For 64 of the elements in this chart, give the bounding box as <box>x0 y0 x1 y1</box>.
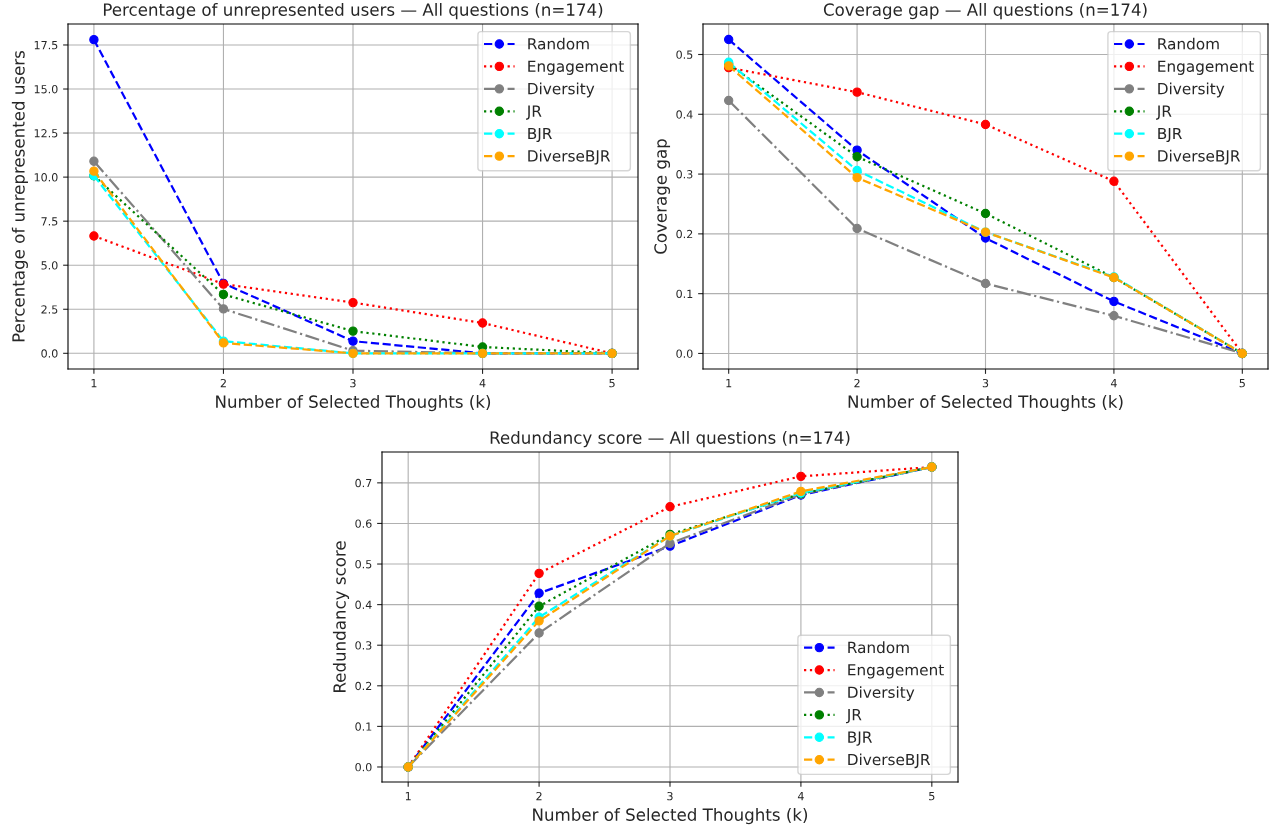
legend-label: Engagement <box>848 664 944 679</box>
y-tick-label: 0.4 <box>676 110 693 119</box>
y-tick-label: 5.0 <box>41 261 58 270</box>
legend-label: Random <box>1158 37 1219 50</box>
y-tick-label: 7.5 <box>41 217 58 226</box>
y-axis-title: Coverage gap <box>654 139 671 254</box>
legend-label: JR <box>526 105 542 120</box>
legend-label: BJR <box>528 127 552 143</box>
x-tick-label: 1 <box>726 379 732 388</box>
x-tick-label: 2 <box>854 378 860 388</box>
legend-label: DiverseBJR <box>848 753 931 769</box>
legend-label: Random <box>848 641 909 654</box>
x-tick-label: 2 <box>536 791 542 801</box>
chart-title: Coverage gap — All questions (n=174) <box>823 3 1147 20</box>
x-tick-label: 1 <box>91 379 97 388</box>
y-tick-label: 0.1 <box>676 289 693 299</box>
x-tick-label: 3 <box>982 378 989 388</box>
x-axis-title: Number of Selected Thoughts (k) <box>533 808 808 825</box>
x-tick-label: 3 <box>667 791 673 801</box>
y-tick-label: 15.0 <box>34 84 58 94</box>
legend-label: BJR <box>848 731 872 746</box>
y-tick-label: 0.5 <box>676 50 693 59</box>
y-tick-label: 17.5 <box>34 41 58 50</box>
y-tick-label: 0.6 <box>355 519 372 528</box>
x-tick-label: 4 <box>479 379 486 388</box>
x-axis-title: Number of Selected Thoughts (k) <box>848 395 1123 412</box>
legend-label: Diversity <box>1158 82 1225 98</box>
chart-title: Percentage of unrepresented users — All questions (n=174) <box>103 3 603 20</box>
legend-label: DiverseBJR <box>1158 149 1241 165</box>
y-tick-label: 0.3 <box>676 170 693 179</box>
legend-label: DiverseBJR <box>528 149 611 165</box>
x-tick-label: 1 <box>405 792 411 801</box>
y-tick-label: 0.0 <box>676 349 693 358</box>
legend-label: BJR <box>1158 127 1182 143</box>
legend-label: Engagement <box>1158 60 1254 75</box>
chart-title: Redundancy score — All questions (n=174) <box>490 431 850 448</box>
x-axis-title: Number of Selected Thoughts (k) <box>216 395 491 412</box>
y-tick-label: 0.5 <box>355 560 372 569</box>
y-tick-label: 0.0 <box>41 349 58 358</box>
y-tick-label: 0.2 <box>355 681 372 691</box>
y-tick-label: 0.7 <box>355 478 372 488</box>
legend-label: JR <box>1156 105 1172 120</box>
legend-label: Engagement <box>528 60 624 75</box>
x-tick-label: 5 <box>609 379 615 388</box>
x-tick-label: 2 <box>220 378 226 388</box>
x-tick-label: 4 <box>797 792 804 801</box>
y-tick-label: 0.1 <box>355 722 372 731</box>
x-tick-label: 5 <box>929 792 935 801</box>
y-tick-label: 10.0 <box>34 173 58 182</box>
legend-label: Diversity <box>528 82 595 98</box>
y-tick-label: 2.5 <box>41 305 58 314</box>
legend-label: JR <box>846 709 862 724</box>
legend-label: Diversity <box>848 686 915 701</box>
legend-label: Random <box>528 37 589 50</box>
y-tick-label: 0.3 <box>355 641 372 650</box>
y-tick-label: 12.5 <box>34 129 58 138</box>
y-tick-label: 0.4 <box>355 600 372 609</box>
y-tick-label: 0.0 <box>355 762 372 772</box>
y-axis-title: Redundancy score <box>332 541 350 692</box>
y-axis-title: Percentage of unrepresented users <box>11 50 28 342</box>
x-tick-label: 3 <box>350 378 356 388</box>
y-tick-label: 0.2 <box>676 229 693 239</box>
x-tick-label: 5 <box>1239 379 1245 388</box>
x-tick-label: 4 <box>1110 379 1117 388</box>
